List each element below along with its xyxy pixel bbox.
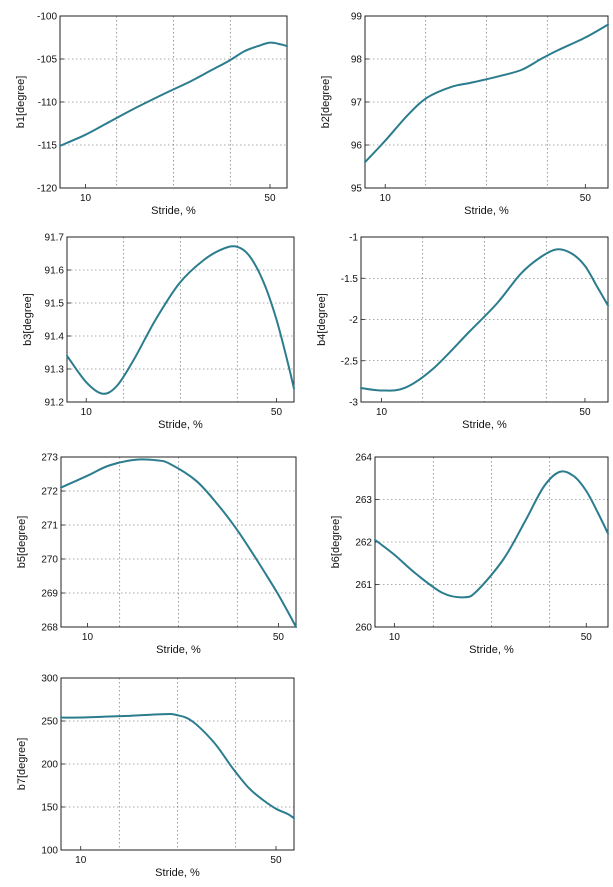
y-tick-label: 91.6 xyxy=(45,266,65,277)
y-axis-label: b2[degree] xyxy=(320,76,332,129)
chart-panel-5: 268 269 270 271 272 273 10 50 Stride, % b5[degree… xyxy=(16,453,297,656)
x-tick-label: 50 xyxy=(271,407,283,418)
x-tick-label: 50 xyxy=(580,193,592,204)
x-tick-label: 10 xyxy=(81,407,93,418)
series-line xyxy=(59,41,288,147)
x-tick-label: 10 xyxy=(380,193,392,204)
y-tick-label: 271 xyxy=(41,521,58,532)
x-tick-label: 10 xyxy=(80,193,92,204)
y-tick-label: 100 xyxy=(41,846,58,857)
x-tick-label: 10 xyxy=(82,632,94,643)
chart-panel-6: 260 261 262 263 264 10 50 Stride, % b6[degree] xyxy=(330,453,609,656)
x-axis-label: Stride, % xyxy=(462,419,507,431)
x-axis-label: Stride, % xyxy=(158,419,203,431)
y-tick-label: 270 xyxy=(41,555,58,566)
y-tick-label: 91.4 xyxy=(45,332,65,343)
series-line xyxy=(374,470,609,599)
chart-panel-7: 100 150 200 250 300 10 50 Stride, % b7[degree] xyxy=(16,674,295,879)
y-tick-label: -100 xyxy=(37,12,57,23)
y-tick-label: 99 xyxy=(351,12,363,23)
y-tick-label: 200 xyxy=(41,760,58,771)
y-axis-label: b3[degree] xyxy=(22,293,34,346)
y-tick-label: 91.5 xyxy=(45,299,65,310)
x-tick-label: 50 xyxy=(581,632,593,643)
y-tick-label: 91.3 xyxy=(45,365,65,376)
y-tick-label: -105 xyxy=(37,55,57,66)
x-axis-label: Stride, % xyxy=(464,205,509,217)
y-tick-label: 91.7 xyxy=(45,233,65,244)
series-line xyxy=(364,23,609,164)
y-axis-label: b1[degree] xyxy=(15,76,27,129)
chart-panel-1: -120 -115 -110 -105 -100 10 50 Stride, % b1[degr… xyxy=(15,12,288,217)
x-tick-label: 10 xyxy=(75,855,87,866)
y-tick-label: 97 xyxy=(351,98,363,109)
y-tick-label: -110 xyxy=(38,98,58,109)
x-axis-label: Stride, % xyxy=(151,205,196,217)
y-tick-label: -2.5 xyxy=(341,356,359,367)
y-tick-label: -2 xyxy=(349,315,358,326)
chart-panel-2: 95 96 97 98 99 10 50 Stride, % b2[degree] xyxy=(320,12,609,217)
y-tick-label: 272 xyxy=(41,487,58,498)
y-tick-label: 91.2 xyxy=(45,398,65,409)
x-axis-label: Stride, % xyxy=(469,644,514,656)
series-line xyxy=(66,245,295,395)
x-axis-label: Stride, % xyxy=(156,644,201,656)
y-tick-label: -115 xyxy=(38,141,58,152)
y-tick-label: 263 xyxy=(355,495,372,506)
x-axis-label: Stride, % xyxy=(155,867,200,879)
series-line xyxy=(60,713,295,820)
y-tick-label: -120 xyxy=(37,184,57,195)
chart-panel-3: 91.2 91.3 91.4 91.5 91.6 91.7 10 50 Stride, % b3[… xyxy=(22,233,295,431)
y-tick-label: -1 xyxy=(349,233,358,244)
x-tick-label: 50 xyxy=(270,855,282,866)
y-tick-label: 300 xyxy=(41,674,58,685)
y-tick-label: -1.5 xyxy=(341,274,359,285)
y-tick-label: 96 xyxy=(351,141,363,152)
x-tick-label: 10 xyxy=(376,407,388,418)
plot-frame xyxy=(60,456,297,628)
y-tick-label: 260 xyxy=(355,623,372,634)
y-tick-label: 95 xyxy=(351,184,363,195)
y-tick-label: 250 xyxy=(41,717,58,728)
y-tick-label: 273 xyxy=(41,453,58,464)
y-axis-label: b5[degree] xyxy=(16,516,28,569)
y-tick-label: 261 xyxy=(355,580,372,591)
y-tick-label: -3 xyxy=(349,398,358,409)
chart-panel-4: -3 -2.5 -2 -1.5 -1 10 50 Stride, % b4[degree] xyxy=(316,233,609,431)
y-axis-label: b4[degree] xyxy=(316,293,328,346)
x-tick-label: 50 xyxy=(579,407,591,418)
x-tick-label: 50 xyxy=(264,193,276,204)
y-tick-label: 268 xyxy=(41,623,58,634)
y-tick-label: 264 xyxy=(355,453,372,464)
y-tick-label: 98 xyxy=(351,55,363,66)
y-axis-label: b6[degree] xyxy=(330,516,342,569)
y-tick-label: 150 xyxy=(41,803,58,814)
x-tick-label: 50 xyxy=(273,632,285,643)
x-tick-label: 10 xyxy=(389,632,401,643)
plot-frame xyxy=(66,236,295,403)
y-axis-label: b7[degree] xyxy=(16,738,28,791)
series-line xyxy=(60,458,297,628)
y-tick-label: 269 xyxy=(41,589,58,600)
y-tick-label: 262 xyxy=(355,538,372,549)
series-line xyxy=(360,248,609,392)
